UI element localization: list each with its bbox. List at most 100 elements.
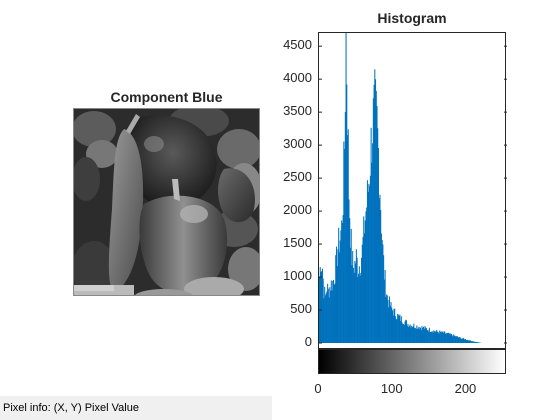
histogram-bar xyxy=(386,295,388,343)
x-tick-label: 100 xyxy=(380,381,403,396)
histogram-bar xyxy=(336,266,338,343)
histogram-bar xyxy=(341,223,343,343)
histogram-bar xyxy=(428,331,430,343)
histogram-bar xyxy=(425,328,427,343)
histogram-bar xyxy=(425,327,427,343)
histogram-bar xyxy=(359,275,361,343)
y-tick-label: 4500 xyxy=(283,37,312,53)
histogram-bar xyxy=(473,341,475,343)
histogram-axes[interactable] xyxy=(318,32,507,349)
histogram-bar xyxy=(319,267,321,343)
histogram-bar xyxy=(374,69,376,343)
histogram-bar xyxy=(452,336,454,343)
y-tick-label: 1500 xyxy=(283,235,312,251)
histogram-bar xyxy=(350,228,352,343)
image-axes[interactable] xyxy=(73,108,260,296)
histogram-bar xyxy=(343,141,345,343)
histogram-bar xyxy=(436,331,438,343)
histogram-bar xyxy=(353,272,355,343)
histogram-bar xyxy=(448,334,450,343)
histogram-bar xyxy=(382,244,384,343)
histogram-bar xyxy=(377,147,380,343)
histogram-bar xyxy=(418,329,420,343)
histogram-bar xyxy=(321,268,323,343)
histogram-bar xyxy=(321,271,323,343)
histogram-bar xyxy=(459,337,461,343)
histogram-bar xyxy=(342,215,344,343)
histogram-bar xyxy=(454,335,456,343)
histogram-bar xyxy=(411,326,413,343)
y-tick-label: 0 xyxy=(304,334,312,349)
histogram-bar xyxy=(333,279,335,343)
histogram-bar xyxy=(422,328,424,343)
histogram-bar xyxy=(386,294,388,343)
histogram-bar xyxy=(450,334,452,343)
histogram-bar xyxy=(347,135,349,343)
histogram-bar xyxy=(445,333,447,343)
histogram-bar xyxy=(434,331,436,343)
histogram-bar xyxy=(440,332,442,343)
histogram-bar xyxy=(453,335,455,343)
histogram-bar xyxy=(470,340,472,343)
histogram-bar xyxy=(466,340,468,343)
y-tick-label: 2000 xyxy=(283,202,312,218)
histogram-bar xyxy=(436,329,438,343)
histogram-bar xyxy=(398,315,400,343)
histogram-bar xyxy=(375,79,377,344)
histogram-bar xyxy=(339,240,341,343)
histogram-bar xyxy=(327,288,329,343)
histogram-bar xyxy=(373,84,375,343)
histogram-bar xyxy=(411,325,413,343)
histogram-bar xyxy=(462,337,464,343)
grayscale-colorbar xyxy=(318,349,506,374)
histogram-bar xyxy=(474,341,476,343)
histogram-bar xyxy=(464,339,466,343)
histogram-bar xyxy=(369,175,371,343)
histogram-bar xyxy=(366,207,368,343)
histogram-bar xyxy=(475,342,477,343)
histogram-bar xyxy=(449,332,451,343)
histogram-bar xyxy=(371,162,373,343)
histogram-bar xyxy=(400,316,402,343)
histogram-bar xyxy=(390,302,392,343)
histogram-bar xyxy=(364,220,366,343)
histogram-bar xyxy=(385,296,387,343)
histogram-bar xyxy=(433,330,435,343)
histogram-bar xyxy=(420,327,422,343)
histogram-bar xyxy=(432,332,434,343)
histogram-bar xyxy=(455,336,457,343)
histogram-bar xyxy=(415,329,417,343)
histogram-bar xyxy=(468,340,470,343)
histogram-bar xyxy=(403,324,405,343)
image-title: Component Blue xyxy=(110,89,223,105)
histogram-bar xyxy=(380,233,382,343)
histogram-bar xyxy=(422,326,424,343)
histogram-bar xyxy=(388,307,390,343)
histogram-bar xyxy=(443,331,445,343)
histogram-bar xyxy=(399,314,401,343)
histogram-bar xyxy=(402,323,404,343)
y-tick-label: 4000 xyxy=(283,70,312,86)
histogram-bar xyxy=(408,327,410,343)
histogram-bar xyxy=(354,260,356,343)
histogram-bar xyxy=(366,180,368,343)
histogram-bar xyxy=(338,252,340,343)
histogram-bar xyxy=(460,338,462,343)
histogram-bar xyxy=(456,336,458,343)
y-tick-label: 1000 xyxy=(283,268,312,284)
histogram-bar xyxy=(473,341,475,343)
histogram-bar xyxy=(462,338,464,343)
histogram-bar xyxy=(369,186,371,343)
histogram-bar xyxy=(416,325,418,343)
histogram-bar xyxy=(428,327,430,343)
histogram-bar xyxy=(331,290,333,343)
histogram-bar xyxy=(363,233,365,343)
histogram-bar xyxy=(396,318,398,343)
histogram-bar xyxy=(383,255,385,343)
status-bar: Pixel info: (X, Y) Pixel Value xyxy=(0,396,272,420)
histogram-bar xyxy=(465,339,467,343)
histogram-bar xyxy=(441,331,443,343)
histogram-bar xyxy=(447,332,449,343)
histogram-bar xyxy=(372,143,374,343)
histogram-bar xyxy=(472,341,474,343)
